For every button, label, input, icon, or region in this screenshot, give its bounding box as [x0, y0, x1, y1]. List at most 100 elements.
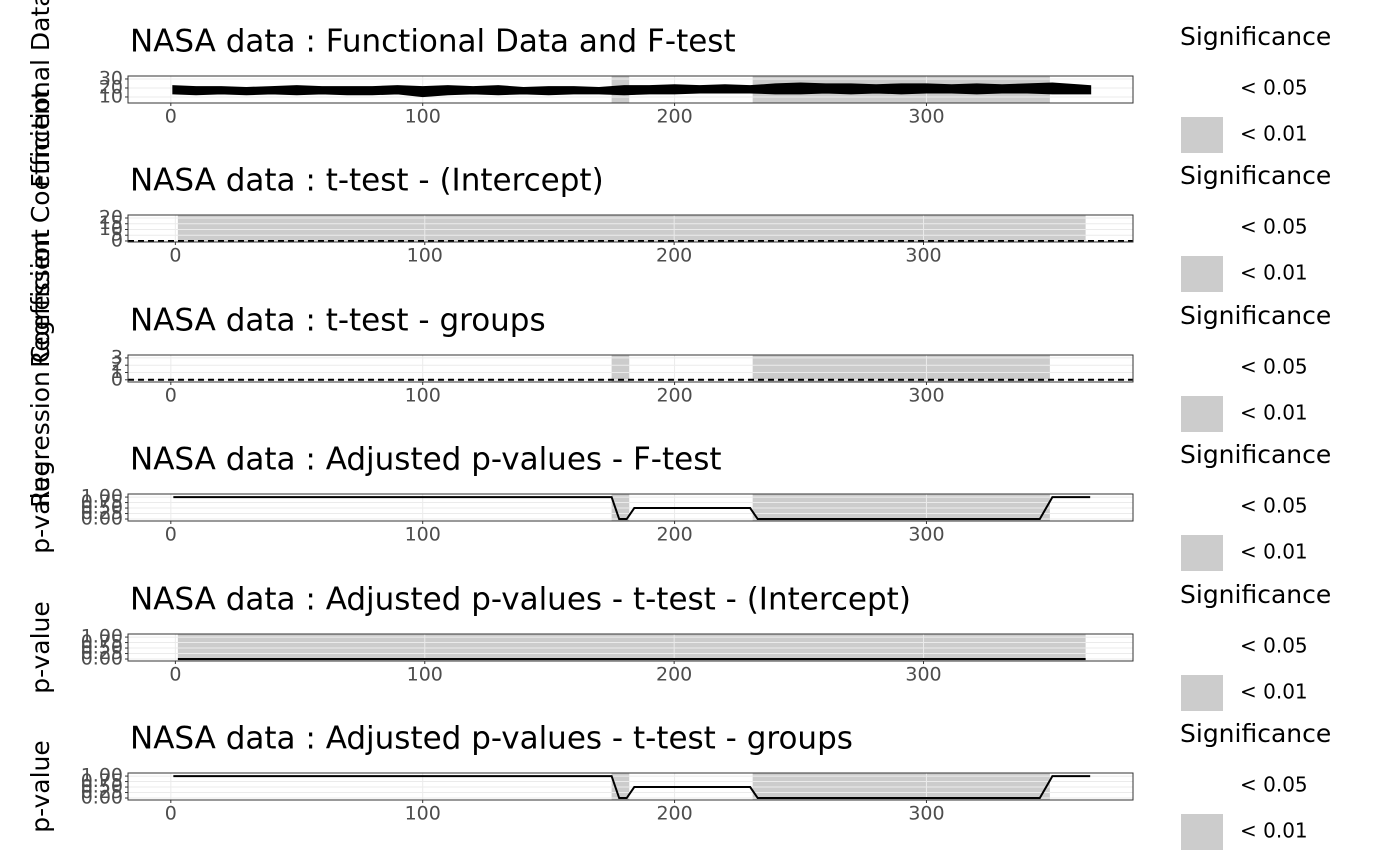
y-tick-label: 0.50 [81, 497, 123, 519]
legend-title: Significance [1180, 301, 1331, 330]
plot-area [128, 494, 1133, 521]
panel-border [127, 633, 1134, 662]
x-tick-label: 0 [169, 245, 181, 267]
x-tick-label: 200 [656, 524, 692, 546]
x-tick-label: 0 [165, 524, 177, 546]
panel: NASA data : Adjusted p-values - t-test -… [26, 719, 1331, 850]
significance-region [752, 494, 1050, 521]
panel-border [127, 354, 1134, 383]
legend-key [1181, 814, 1223, 850]
x-tick-label: 100 [405, 524, 441, 546]
y-tick-label: 0.25 [81, 502, 123, 524]
panel-border [127, 75, 1134, 104]
y-tick-label: 0.25 [81, 781, 123, 803]
y-tick-label: 0.25 [81, 642, 123, 664]
y-tick-label: 0.75 [81, 491, 123, 513]
x-tick-label: 300 [908, 385, 944, 407]
functional-data-band [172, 82, 1092, 98]
legend-key [1181, 535, 1223, 571]
x-tick-label: 300 [908, 524, 944, 546]
panel-border [127, 214, 1134, 243]
y-tick-label: 5 [111, 224, 123, 246]
panel-title: NASA data : t-test - groups [130, 303, 546, 339]
panel-title: NASA data : Adjusted p-values - t-test -… [130, 721, 853, 757]
significance-region [752, 773, 1050, 800]
y-tick-label: 20 [99, 206, 123, 228]
legend-label: < 0.05 [1240, 76, 1308, 100]
legend-label: < 0.01 [1240, 540, 1308, 564]
plot-area [128, 76, 1133, 103]
legend-key [1181, 210, 1223, 246]
y-axis-label: Functional Data [26, 0, 55, 188]
panel-title: NASA data : Adjusted p-values - t-test -… [130, 582, 911, 618]
y-tick-label: 15 [99, 212, 123, 234]
y-tick-label: 1.00 [81, 626, 123, 648]
y-tick-label: 20 [99, 76, 123, 98]
x-tick-label: 200 [656, 245, 692, 267]
y-axis-label: Regression Coefficient [26, 89, 55, 368]
panel-title: NASA data : Adjusted p-values - F-test [130, 442, 722, 478]
legend-key [1181, 71, 1223, 107]
x-tick-label: 200 [656, 106, 692, 128]
x-tick-label: 200 [656, 385, 692, 407]
significance-region [752, 355, 1050, 382]
panel-border [127, 493, 1134, 522]
panel: NASA data : Adjusted p-values - F-test p-… [26, 440, 1331, 571]
legend-label: < 0.01 [1240, 122, 1308, 146]
legend-key [1181, 629, 1223, 665]
panel: NASA data : Functional Data and F-test Fu… [26, 0, 1331, 188]
legend-key [1181, 117, 1223, 153]
legend-label: < 0.05 [1240, 355, 1308, 379]
panel-border [127, 772, 1134, 801]
y-axis-label: p-value [26, 740, 55, 833]
legend-key [1181, 675, 1223, 711]
panel-title: NASA data : Functional Data and F-test [130, 24, 736, 60]
y-tick-label: 1.00 [81, 765, 123, 787]
plot-area [128, 215, 1133, 242]
y-tick-label: 0.75 [81, 631, 123, 653]
significance-region [177, 215, 1086, 242]
y-axis-label: Regression Coefficient [26, 229, 55, 508]
panel: NASA data : Adjusted p-values - t-test -… [26, 580, 1331, 711]
y-tick-label: 1 [111, 361, 123, 383]
x-tick-label: 100 [405, 385, 441, 407]
legend-label: < 0.05 [1240, 773, 1308, 797]
y-axis-label: p-value [26, 461, 55, 554]
y-tick-label: 0.75 [81, 770, 123, 792]
x-tick-label: 300 [908, 106, 944, 128]
y-tick-label: 2 [111, 354, 123, 376]
y-tick-label: 0 [111, 368, 123, 390]
legend-key [1181, 768, 1223, 804]
x-tick-label: 0 [169, 664, 181, 686]
significance-region [611, 355, 630, 382]
legend-title: Significance [1180, 440, 1331, 469]
y-tick-label: 0.50 [81, 776, 123, 798]
legend-label: < 0.01 [1240, 401, 1308, 425]
panel: NASA data : t-test - (Intercept) Regressi… [26, 89, 1331, 368]
y-tick-label: 10 [99, 85, 123, 107]
x-tick-label: 100 [407, 245, 443, 267]
y-tick-label: 3 [111, 346, 123, 368]
legend-key [1181, 256, 1223, 292]
x-tick-label: 100 [405, 803, 441, 825]
legend-key [1181, 489, 1223, 525]
y-axis-label: p-value [26, 601, 55, 694]
legend-title: Significance [1180, 580, 1331, 609]
significance-region [611, 494, 630, 521]
p-value-line [173, 775, 1091, 800]
p-value-line [173, 496, 1091, 521]
y-tick-label: 0.00 [81, 648, 123, 670]
legend-label: < 0.05 [1240, 634, 1308, 658]
panel: NASA data : t-test - groups Regression Co… [26, 229, 1331, 508]
legend-key [1181, 350, 1223, 386]
plot-area [128, 355, 1133, 382]
legend-label: < 0.05 [1240, 494, 1308, 518]
y-tick-label: 0 [111, 229, 123, 251]
legend-key [1181, 396, 1223, 432]
legend-label: < 0.05 [1240, 215, 1308, 239]
y-tick-label: 10 [99, 218, 123, 240]
x-tick-label: 0 [165, 803, 177, 825]
plot-area [128, 634, 1133, 661]
